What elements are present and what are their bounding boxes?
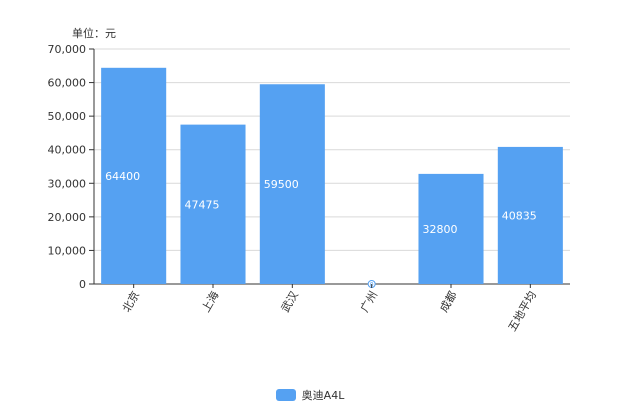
- y-tick-label: 40,000: [48, 144, 87, 157]
- unit-label: 单位：元: [72, 26, 116, 40]
- data-label: 40835: [502, 209, 537, 222]
- data-label: 47475: [184, 198, 219, 211]
- legend[interactable]: 奥迪A4L: [0, 387, 620, 403]
- bar-4[interactable]: [418, 173, 484, 284]
- y-tick-label: 70,000: [48, 43, 87, 56]
- bar-1[interactable]: [180, 124, 246, 284]
- x-tick-label: 五地平均: [506, 289, 539, 334]
- bar-2[interactable]: [259, 84, 325, 284]
- y-tick-label: 50,000: [48, 110, 87, 123]
- data-label: 32800: [422, 223, 457, 236]
- legend-label: 奥迪A4L: [301, 389, 345, 402]
- x-tick-label: 北京: [119, 289, 142, 315]
- data-label: 59500: [264, 178, 299, 191]
- data-label: 64400: [105, 170, 140, 183]
- y-tick-label: 30,000: [48, 177, 87, 190]
- legend-swatch: [275, 389, 296, 401]
- x-tick-label: 广州: [358, 289, 380, 315]
- y-tick-label: 0: [79, 278, 86, 291]
- bar-0[interactable]: [101, 67, 167, 284]
- bar-5[interactable]: [497, 146, 563, 284]
- y-tick-label: 10,000: [48, 244, 87, 257]
- x-tick-label: 成都: [437, 289, 459, 315]
- x-tick-label: 上海: [198, 289, 221, 315]
- y-tick-label: 60,000: [48, 77, 87, 90]
- y-tick-label: 20,000: [48, 211, 87, 224]
- x-tick-label: 武汉: [279, 289, 301, 315]
